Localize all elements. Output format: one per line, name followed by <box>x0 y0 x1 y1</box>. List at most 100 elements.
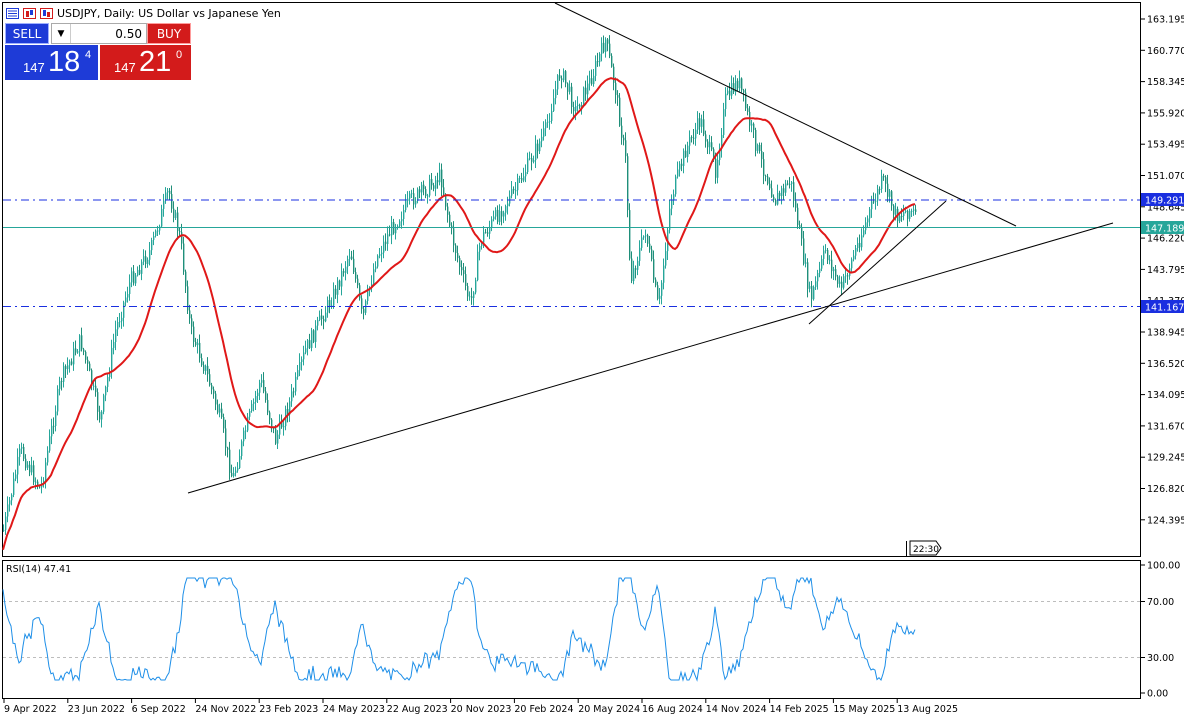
candle-body <box>653 259 655 280</box>
candle-body <box>687 145 689 157</box>
candle-body <box>773 196 775 201</box>
candle-body <box>845 275 847 277</box>
candle-body <box>409 193 411 199</box>
candle-body <box>783 188 785 193</box>
candle-body <box>903 212 905 217</box>
candle-body <box>363 308 365 313</box>
price-axis-label: 158.345 <box>1147 77 1184 88</box>
candle-body <box>733 83 735 92</box>
candle-body <box>805 262 807 264</box>
candle-body <box>261 380 263 383</box>
candle-body <box>281 421 283 428</box>
candle-body <box>889 191 891 197</box>
lot-dropdown-arrow-icon[interactable]: ▼ <box>52 24 71 43</box>
candle-body <box>837 276 839 284</box>
candle-body <box>863 230 865 236</box>
candle-body <box>429 179 431 196</box>
sell-price-pip: 4 <box>85 49 92 61</box>
candle-body <box>567 83 569 92</box>
upper-trendline[interactable] <box>554 2 1017 227</box>
candle-body <box>661 282 663 296</box>
candle-body <box>881 175 883 190</box>
candle-body <box>419 189 421 193</box>
candle-body <box>739 78 741 89</box>
candle-body <box>607 39 609 44</box>
candle-body <box>25 458 27 468</box>
candle-body <box>459 258 461 268</box>
candle-body <box>695 129 697 139</box>
candle-body <box>861 235 863 248</box>
candle-body <box>485 232 487 234</box>
lower-trendline[interactable] <box>187 222 1114 494</box>
candle-body <box>581 104 583 108</box>
candle-body <box>251 403 253 411</box>
candle-body <box>159 226 161 231</box>
candle-body <box>407 198 409 202</box>
candle-body <box>95 385 97 393</box>
candle-body <box>417 189 419 201</box>
buy-price-quote[interactable]: 147 21 0 <box>100 45 191 80</box>
candle-body <box>391 222 393 236</box>
candle-body <box>527 158 529 173</box>
candle-body <box>411 193 413 195</box>
time-marker: 22:30 <box>906 540 942 556</box>
candle-body <box>87 359 89 364</box>
candle-body <box>835 269 837 277</box>
candle-body <box>455 245 457 254</box>
candle-body <box>483 232 485 243</box>
sell-price-quote[interactable]: 147 18 4 <box>5 45 98 80</box>
candle-body <box>163 200 165 209</box>
candle-body <box>857 242 859 249</box>
candle-body <box>763 159 765 176</box>
candle-body <box>759 144 761 152</box>
chart-sell-icon[interactable] <box>40 7 53 19</box>
buy-button[interactable]: BUY <box>147 23 191 44</box>
candle-body <box>117 321 119 330</box>
candle-body <box>19 448 21 457</box>
candle-body <box>69 361 71 366</box>
candle-body <box>777 192 779 205</box>
svg-text:141.167: 141.167 <box>1145 303 1184 314</box>
candle-body <box>913 209 915 211</box>
candle-body <box>469 296 471 298</box>
candle-body <box>3 529 5 531</box>
candle-body <box>99 411 101 420</box>
rsi-axis-label: 100.00 <box>1147 561 1180 572</box>
lot-size-field[interactable]: ▼ <box>51 23 147 44</box>
candle-body <box>439 169 441 183</box>
candle-body <box>627 156 629 211</box>
candle-body <box>45 462 47 481</box>
candle-body <box>879 188 881 190</box>
candle-body <box>565 71 567 84</box>
candle-body <box>191 318 193 327</box>
sell-button[interactable]: SELL <box>5 23 49 44</box>
candle-body <box>171 194 173 209</box>
rsi-axis-label: 70.00 <box>1147 597 1174 608</box>
candle-body <box>731 83 733 96</box>
candle-body <box>343 271 345 273</box>
candle-body <box>577 104 579 107</box>
candle-body <box>77 351 79 353</box>
chart-buy-icon[interactable] <box>23 7 36 19</box>
candle-body <box>111 347 113 373</box>
lot-size-input[interactable] <box>71 25 146 42</box>
candle-body <box>147 259 149 265</box>
rsi-line <box>2 576 916 682</box>
candle-body <box>241 441 243 456</box>
candle-body <box>235 470 237 474</box>
candle-body <box>609 43 611 56</box>
candle-body <box>531 158 533 162</box>
candle-body <box>715 158 717 178</box>
candle-body <box>315 325 317 342</box>
candle-body <box>267 399 269 413</box>
candle-body <box>717 159 719 178</box>
candle-body <box>621 125 623 138</box>
candle-body <box>9 500 11 505</box>
candle-body <box>229 449 231 473</box>
candle-body <box>283 426 285 428</box>
candle-body <box>545 122 547 129</box>
short-trendline[interactable] <box>808 200 947 325</box>
candle-body <box>305 348 307 353</box>
candle-body <box>43 480 45 484</box>
